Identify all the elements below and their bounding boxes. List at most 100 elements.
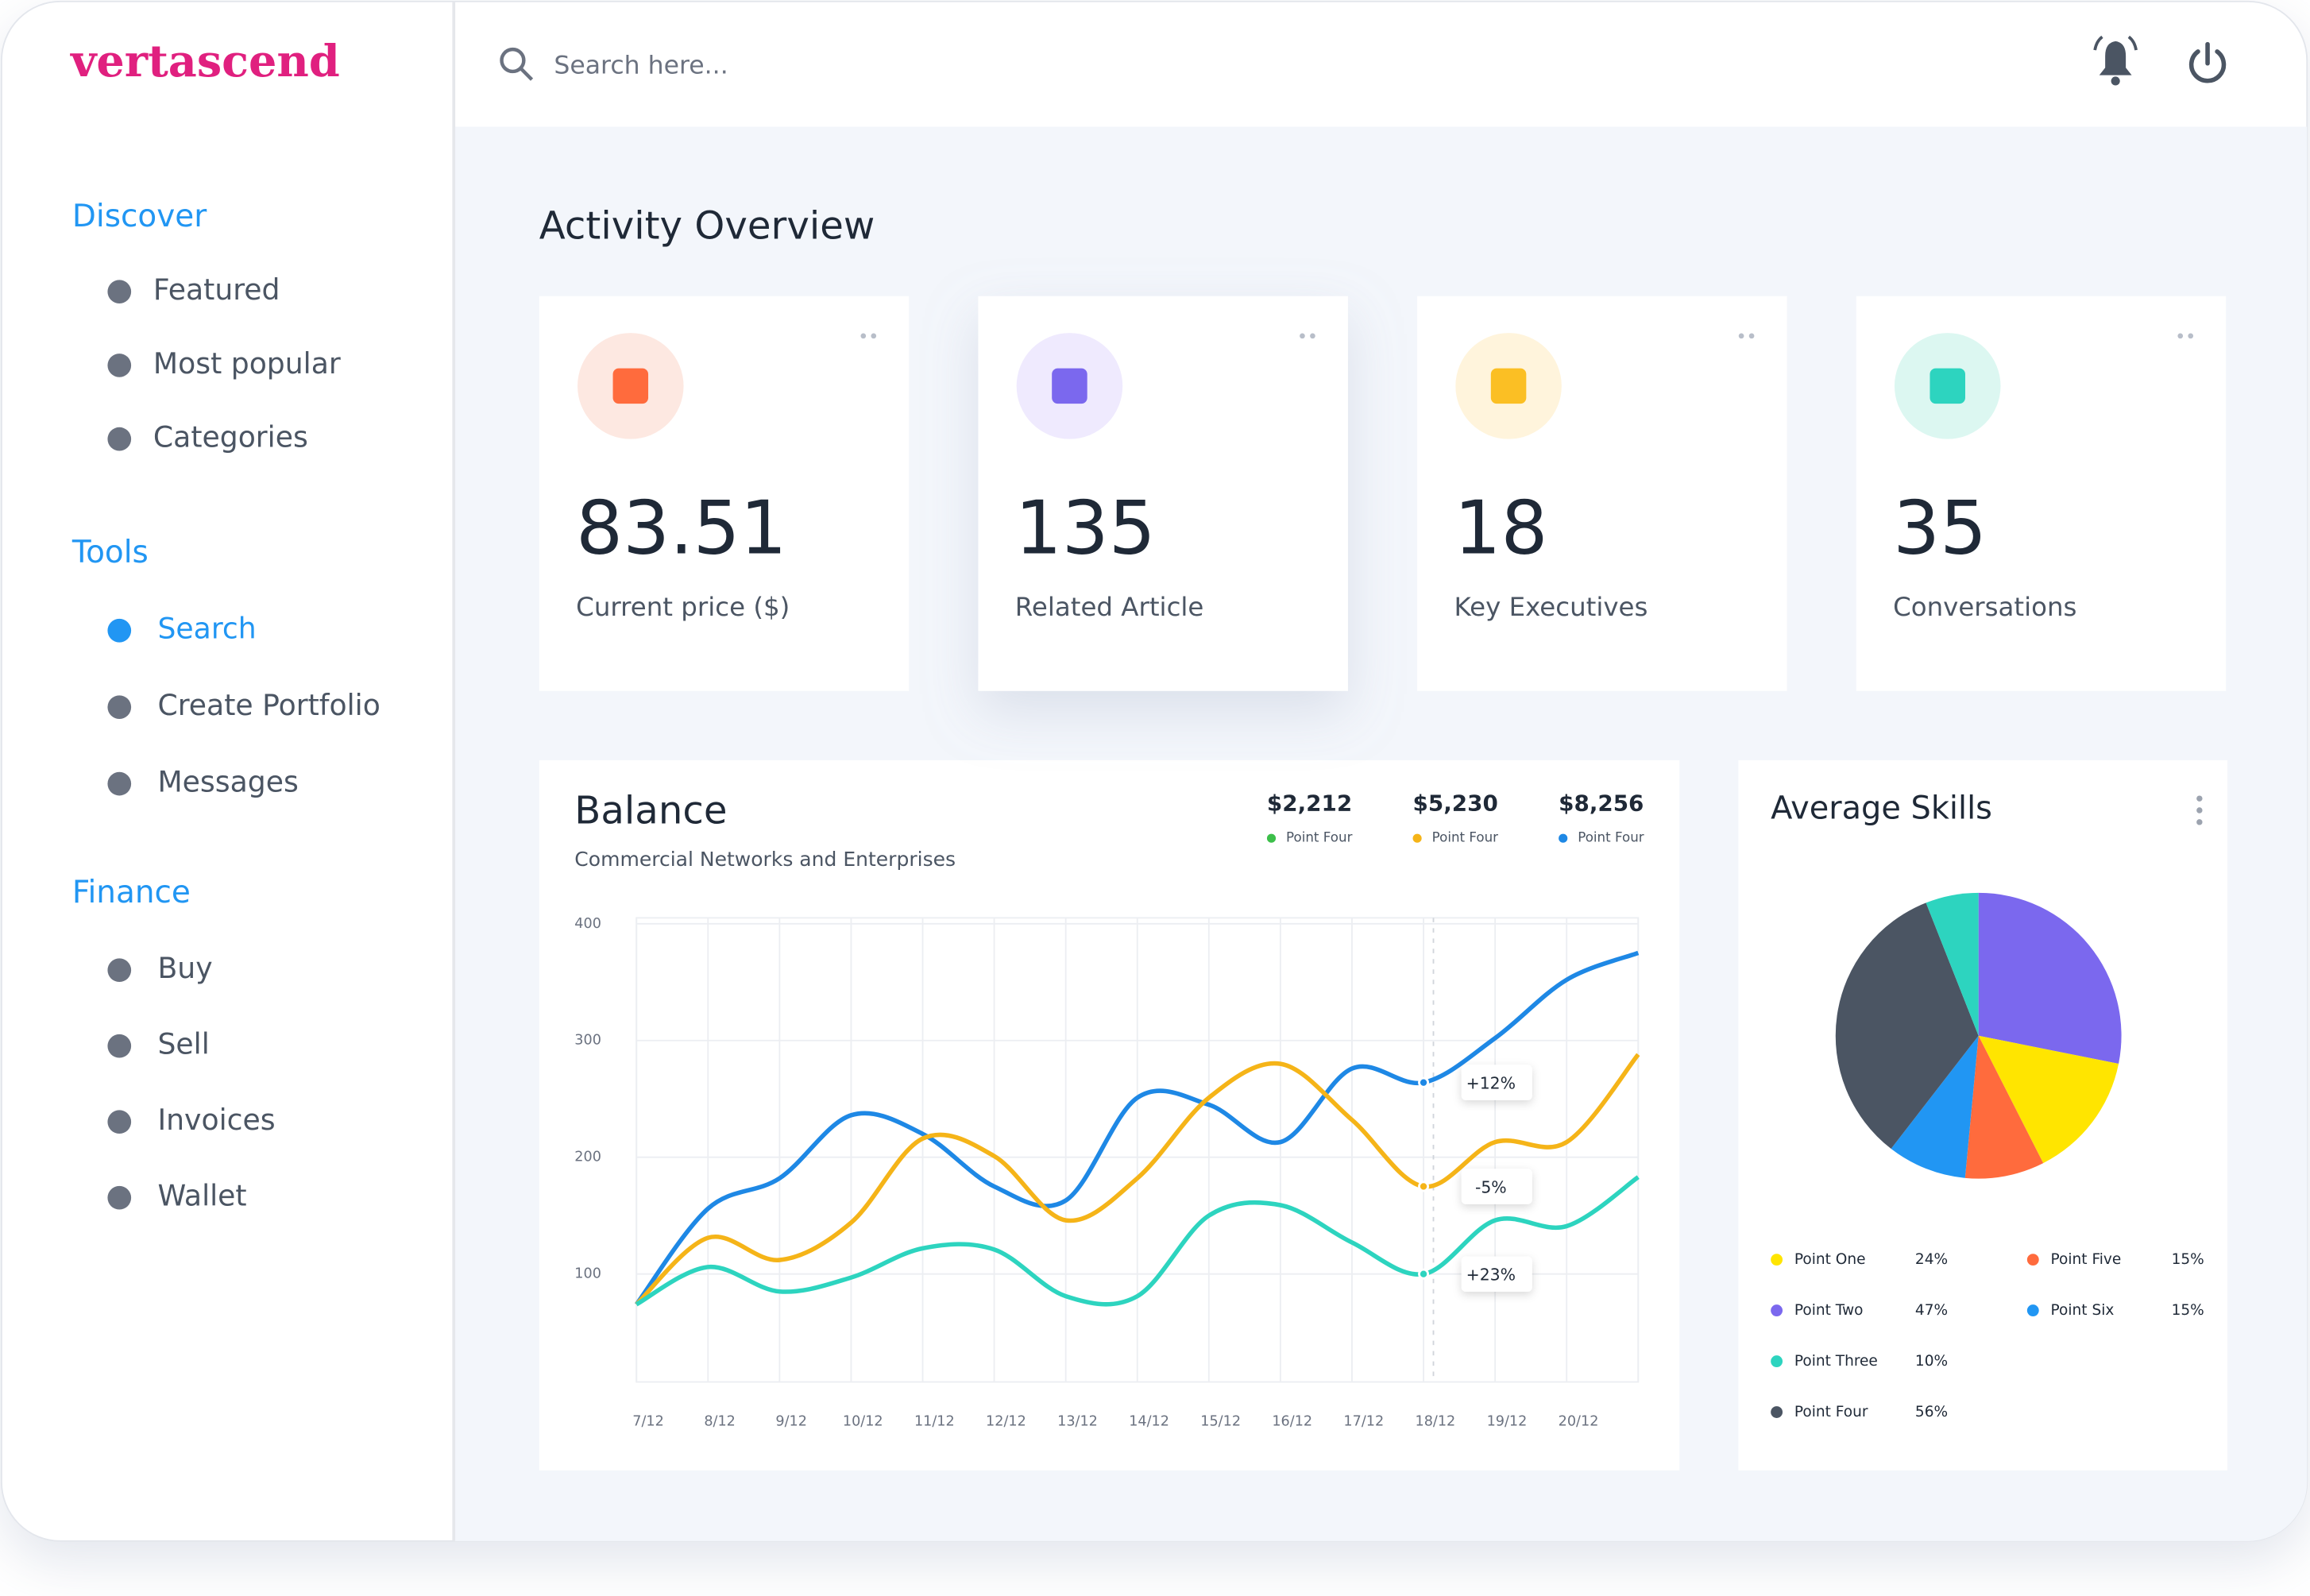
card-value: 135 (1015, 485, 1156, 571)
x-tick-label: 9/12 (775, 1414, 807, 1430)
nav-icon (107, 1185, 132, 1210)
nav-icon (107, 771, 132, 796)
legend-label: Point Four (1432, 830, 1499, 845)
pie-slice (1926, 892, 1979, 1036)
legend-label: Point Two (1794, 1302, 1864, 1319)
legend-value: 24% (1915, 1251, 1948, 1268)
x-tick-label: 15/12 (1200, 1414, 1241, 1430)
summary-value: $5,230 (1413, 790, 1498, 817)
legend-value: 56% (1915, 1404, 1948, 1420)
x-tick-label: 13/12 (1057, 1414, 1098, 1430)
y-tick-label: 300 (574, 1033, 601, 1049)
nav-icon (107, 1110, 132, 1134)
nav-item[interactable]: Create Portfolio (157, 688, 380, 722)
legend-value: 15% (2172, 1251, 2204, 1268)
card-menu-dot[interactable] (1300, 333, 1305, 339)
nav-icon (107, 354, 132, 377)
card-menu-dot[interactable] (860, 333, 867, 339)
nav-icon (107, 695, 132, 720)
chart-title: Average Skills (1771, 790, 1992, 826)
nav-item[interactable]: Categories (153, 420, 308, 454)
y-tick-label: 200 (574, 1150, 601, 1165)
series-line (635, 1053, 1640, 1306)
legend-dot (2026, 1254, 2039, 1266)
skills-menu[interactable] (2196, 795, 2203, 825)
annotation-box (1461, 1169, 1532, 1204)
card-menu-dot (871, 333, 877, 339)
card-icon (612, 368, 649, 404)
nav-icon (107, 280, 132, 304)
chart-subtitle: Commercial Networks and Enterprises (574, 848, 956, 871)
series-point (1418, 1268, 1430, 1280)
card-label: Key Executives (1454, 592, 1648, 622)
card-icon (1490, 368, 1527, 404)
legend-label: Point Five (2051, 1251, 2122, 1268)
x-tick-label: 17/12 (1343, 1414, 1384, 1430)
legend-label: Point Six (2051, 1302, 2115, 1319)
card-label: Related Article (1015, 592, 1204, 622)
annotation: -5% (1475, 1177, 1507, 1196)
legend-label: Point Four (1794, 1404, 1868, 1420)
balance-panel (539, 759, 1680, 1470)
search-icon (500, 47, 534, 81)
card-menu-dot[interactable] (2177, 333, 2184, 339)
power-icon[interactable] (2188, 41, 2227, 83)
chart-title: Balance (574, 789, 727, 833)
logo: vertascend (70, 36, 340, 87)
legend-dot (1771, 1254, 1783, 1266)
section-title: Tools (71, 535, 149, 570)
card-menu-dot (1310, 333, 1315, 339)
pie-slice (1835, 902, 1979, 1150)
section-title: Finance (72, 875, 191, 910)
nav-icon (107, 958, 132, 983)
x-tick-label: 20/12 (1559, 1414, 1599, 1430)
legend-dot (1266, 833, 1277, 843)
x-tick-label: 7/12 (632, 1414, 664, 1430)
pie-slice (1891, 1035, 1979, 1178)
nav-item[interactable]: Invoices (157, 1103, 275, 1137)
series-line (634, 950, 1640, 1306)
nav-icon (107, 1034, 132, 1058)
x-tick-label: 14/12 (1129, 1414, 1169, 1430)
bell-icon[interactable] (2093, 35, 2138, 86)
nav-item[interactable]: Search (157, 612, 256, 646)
card-value: 18 (1454, 485, 1547, 571)
legend-label: Point Four (1578, 830, 1644, 845)
pie-slice (1978, 892, 2122, 1065)
x-tick-label: 19/12 (1487, 1414, 1528, 1430)
card-icon (1052, 368, 1087, 404)
x-tick-label: 16/12 (1272, 1414, 1312, 1430)
card-menu-dot (2188, 333, 2194, 339)
summary-value: $8,256 (1559, 790, 1644, 817)
annotation: +23% (1466, 1266, 1516, 1285)
y-tick-label: 100 (574, 1266, 601, 1282)
summary-value: $2,212 (1267, 790, 1352, 817)
nav-item[interactable]: Featured (153, 272, 280, 307)
legend-value: 15% (2172, 1302, 2204, 1319)
card-label: Current price ($) (576, 592, 790, 622)
legend-dot (1412, 833, 1422, 843)
nav-item[interactable]: Messages (157, 765, 298, 799)
series-point (1418, 1181, 1430, 1192)
nav-item[interactable]: Buy (157, 951, 212, 985)
search-input[interactable]: Search here... (554, 51, 728, 79)
nav-item[interactable]: Most popular (153, 346, 341, 381)
legend-value: 10% (1915, 1353, 1948, 1370)
series-line (635, 1175, 1640, 1307)
nav-item[interactable]: Wallet (157, 1179, 246, 1213)
card-menu-dot[interactable] (1738, 333, 1744, 339)
series-point (1418, 1076, 1430, 1088)
nav-icon (107, 618, 132, 643)
x-tick-label: 10/12 (843, 1414, 883, 1430)
legend-label: Point Three (1794, 1353, 1878, 1370)
x-tick-label: 18/12 (1416, 1414, 1456, 1430)
legend-label: Point Four (1286, 830, 1353, 845)
y-tick-label: 400 (574, 916, 601, 932)
card-menu-dot (1748, 333, 1755, 339)
annotation: +12% (1466, 1074, 1516, 1093)
legend-dot (1559, 833, 1568, 843)
nav-item[interactable]: Sell (157, 1027, 209, 1061)
legend-value: 47% (1915, 1302, 1948, 1319)
